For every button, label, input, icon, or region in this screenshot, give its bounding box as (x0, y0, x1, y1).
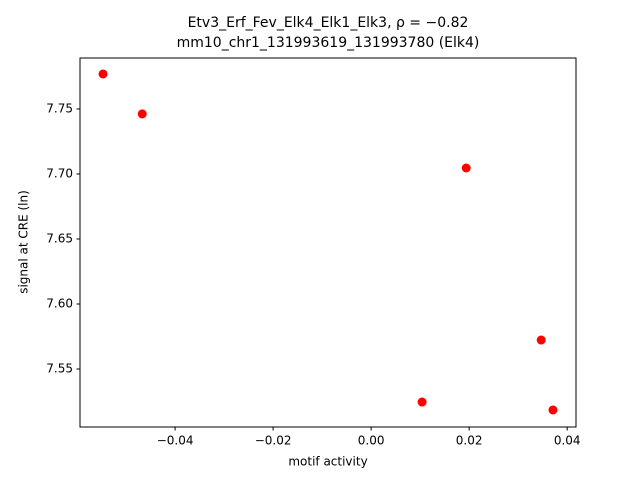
x-tick-label: 0.04 (554, 434, 581, 448)
y-axis-label: signal at CRE (ln) (17, 190, 31, 294)
x-tick-label: −0.02 (255, 434, 292, 448)
x-tick-label: 0.00 (358, 434, 385, 448)
point (98, 69, 108, 79)
point (461, 163, 471, 173)
y-tick-label: 7.60 (46, 297, 73, 311)
plot-frame (79, 57, 577, 428)
chart-subtitle: mm10_chr1_131993619_131993780 (Elk4) (177, 35, 480, 51)
x-tick-label: 0.02 (456, 434, 483, 448)
y-tick-label: 7.65 (46, 231, 73, 245)
chart-title: Etv3_Erf_Fev_Elk4_Elk1_Elk3, ρ = −0.82 (188, 15, 469, 31)
y-tick-label: 7.70 (46, 166, 73, 180)
point (417, 397, 427, 407)
point (137, 109, 147, 119)
point (548, 405, 558, 415)
x-tick-label: −0.04 (157, 434, 194, 448)
point (536, 335, 546, 345)
y-tick-label: 7.75 (46, 101, 73, 115)
x-axis-label: motif activity (288, 455, 367, 469)
y-tick-label: 7.55 (46, 362, 73, 376)
